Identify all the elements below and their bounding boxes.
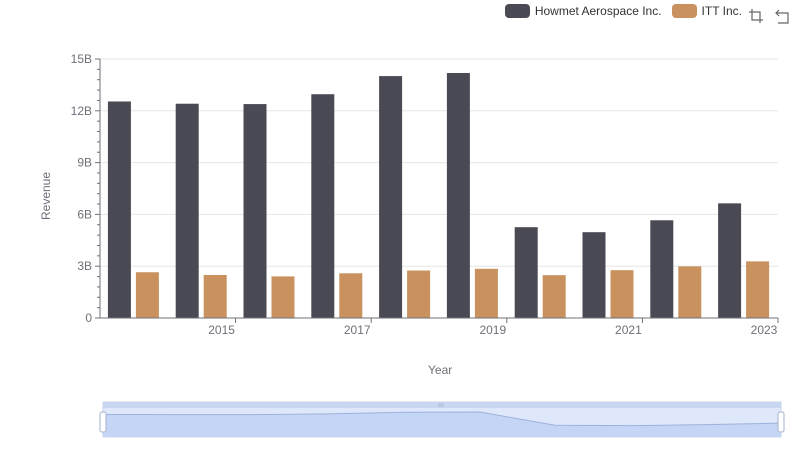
x-tick-label: 2019 [479, 323, 506, 337]
y-tick-label: 9B [77, 156, 92, 170]
bar-howmet-2022 [650, 220, 674, 318]
bar-howmet-2017 [311, 94, 335, 318]
x-axis: 2015 2017 2019 2021 2023 [100, 317, 779, 337]
bar-howmet-2016 [243, 104, 267, 318]
legend-swatch-itt [671, 4, 697, 18]
x-tick-label: 2023 [751, 323, 778, 337]
x-tick-label: 2015 [208, 323, 235, 337]
legend: Howmet Aerospace Inc. ITT Inc. [504, 4, 742, 18]
bar-howmet-2015 [175, 103, 199, 318]
y-axis-title: Revenue [39, 171, 54, 221]
slider-handle-left[interactable] [99, 411, 107, 433]
bar-howmet-2014 [107, 101, 131, 318]
slider-handle-right[interactable] [777, 411, 785, 433]
data-zoom-slider[interactable] [99, 401, 785, 438]
y-tick-label: 6B [77, 207, 92, 221]
y-tick-label: 0 [85, 311, 92, 325]
slider-preview-line [102, 411, 782, 427]
bar-itt-2014 [135, 272, 159, 318]
y-tick-label: 12B [71, 104, 92, 118]
bar-itt-2023 [746, 261, 770, 318]
legend-label-itt: ITT Inc. [701, 4, 742, 18]
slider-preview-area [103, 412, 781, 437]
bar-itt-2020 [542, 275, 566, 318]
y-axis: 0 3B 6B 9B 12B 15B [71, 52, 101, 325]
bar-itt-2019 [474, 268, 498, 318]
toolbox [748, 8, 790, 24]
legend-label-howmet: Howmet Aerospace Inc. [534, 4, 662, 18]
y-tick-label: 3B [77, 259, 92, 273]
legend-item-howmet[interactable]: Howmet Aerospace Inc. [504, 4, 662, 18]
x-tick-label: 2017 [344, 323, 371, 337]
bar-howmet-2019 [446, 72, 470, 319]
bar-howmet-2018 [379, 76, 403, 319]
restore-icon[interactable] [774, 8, 790, 24]
bar-itt-2018 [407, 270, 431, 318]
legend-swatch-howmet [504, 4, 530, 18]
bar-itt-2017 [339, 273, 363, 318]
bar-howmet-2023 [718, 203, 742, 318]
zoom-icon[interactable] [748, 8, 764, 24]
y-tick-label: 15B [71, 52, 92, 66]
x-axis-title: Year [428, 363, 453, 377]
bar-itt-2015 [203, 275, 227, 318]
bars [107, 72, 770, 319]
bar-itt-2016 [271, 276, 295, 318]
bar-itt-2022 [678, 266, 702, 318]
x-tick-label: 2021 [615, 323, 642, 337]
legend-item-itt[interactable]: ITT Inc. [671, 4, 742, 18]
bar-howmet-2021 [582, 232, 606, 318]
bar-itt-2021 [610, 270, 634, 318]
slider-top-bar [103, 402, 781, 408]
grid-lines [100, 58, 778, 267]
bar-howmet-2020 [514, 227, 538, 318]
